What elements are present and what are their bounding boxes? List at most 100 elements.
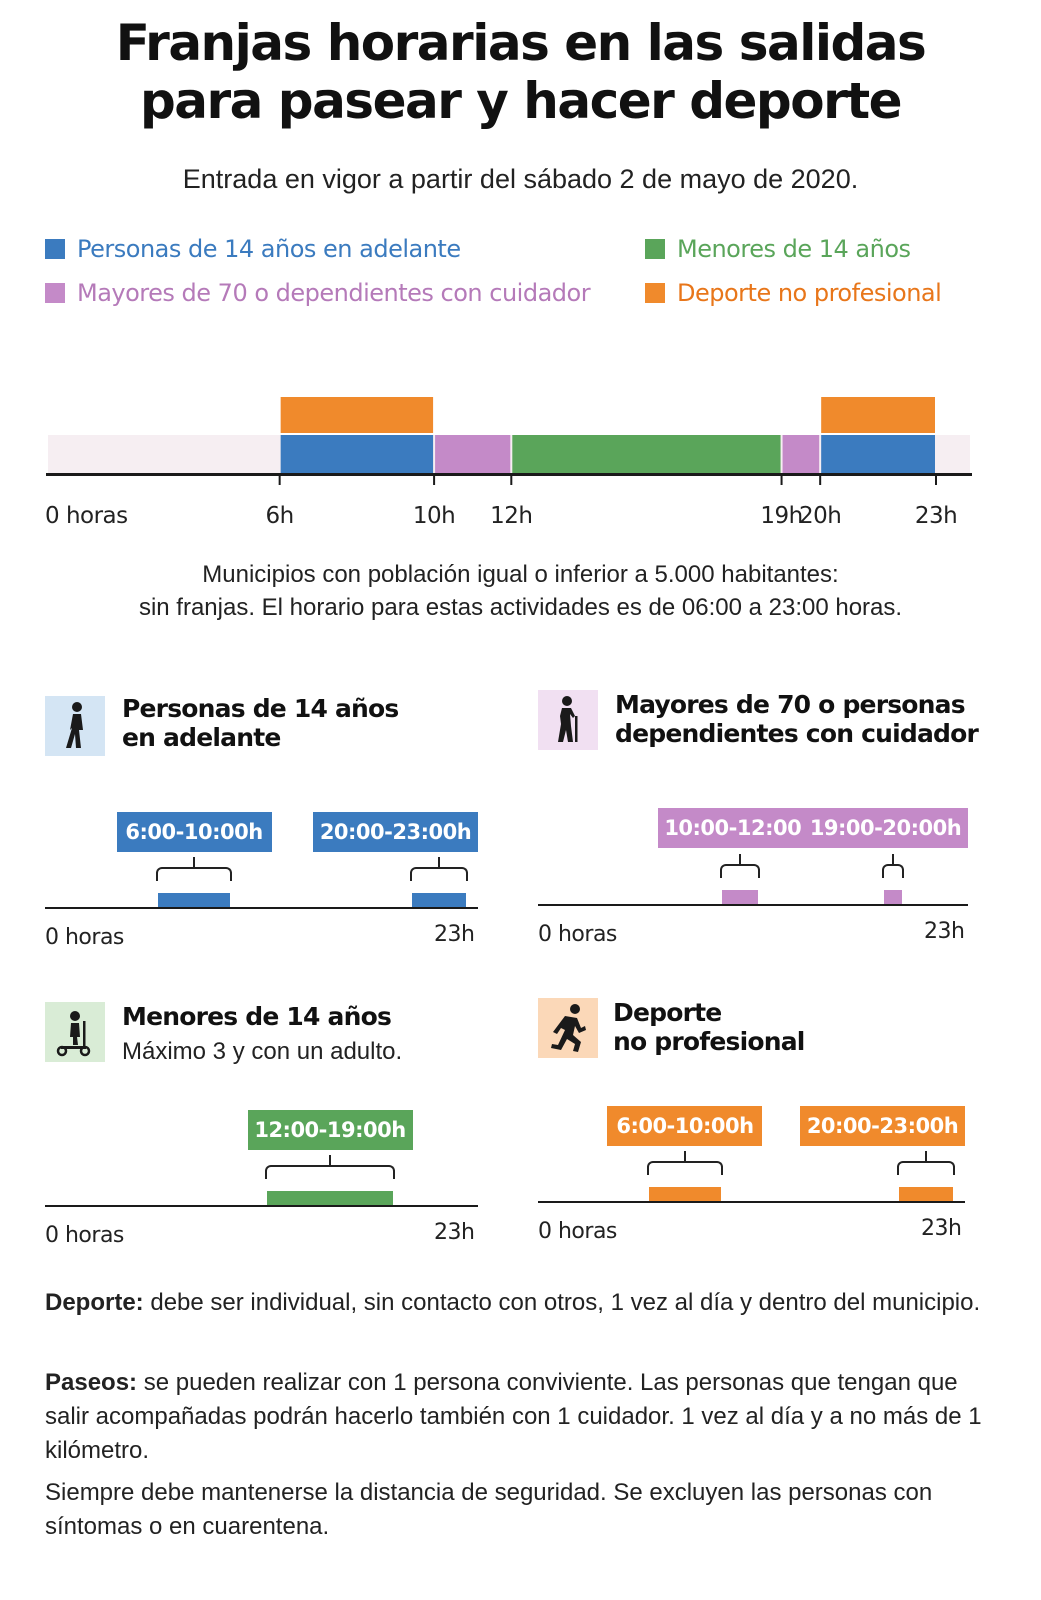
page-title: Franjas horarias en las salidas para pas…	[0, 14, 1041, 130]
timeline-bar-blue-1	[821, 435, 935, 473]
footer-paseos: Paseos: se pueden realizar con 1 persona…	[45, 1366, 985, 1468]
note-line-1: Municipios con población igual o inferio…	[202, 561, 839, 588]
interval-bracket-tick	[437, 857, 440, 867]
panel-title-sport-line-2: no profesional	[613, 1027, 805, 1056]
child-scooter-icon	[45, 1002, 105, 1062]
timeline-bar-blue-0	[280, 435, 434, 473]
time-badge: 6:00-10:00h	[607, 1106, 763, 1146]
interval-bracket	[264, 1165, 396, 1179]
legend-swatch-orange	[645, 283, 665, 303]
interval-bar	[649, 1187, 721, 1201]
panel-title-elderly: Mayores de 70 o personas dependientes co…	[615, 690, 979, 748]
timeline-axis	[46, 473, 972, 476]
legend-swatch-purple	[45, 283, 65, 303]
mini-axis-end-label: 23h	[921, 1216, 962, 1241]
timeline-tick-label-1: 6h	[266, 503, 294, 529]
interval-bracket-tick	[329, 1155, 332, 1165]
walking-person-icon	[45, 696, 105, 756]
mini-axis-end-label: 23h	[434, 1220, 475, 1245]
panel-title-adults-line-2: en adelante	[122, 723, 281, 752]
panel-title-elderly-line-2: dependientes con cuidador	[615, 719, 979, 748]
municipios-note: Municipios con población igual o inferio…	[0, 558, 1041, 624]
interval-bar	[899, 1187, 953, 1201]
interval-bracket-tick	[683, 1151, 686, 1161]
mini-axis	[45, 907, 478, 909]
interval-bracket	[720, 864, 760, 878]
timeline-tick-2	[433, 475, 436, 485]
title-line-2: para pasear y hacer deporte	[139, 72, 903, 130]
legend-item-blue: Personas de 14 años en adelante	[45, 234, 461, 264]
mini-axis-start-label: 0 horas	[45, 925, 124, 950]
legend-item-orange: Deporte no profesional	[645, 278, 942, 308]
legend-label-blue: Personas de 14 años en adelante	[77, 235, 461, 263]
timeline-tick-label-3: 12h	[490, 503, 532, 529]
panel-title-adults-line-1: Personas de 14 años	[122, 694, 399, 723]
elderly-cane-icon	[538, 690, 598, 750]
legend-label-green: Menores de 14 años	[677, 235, 911, 263]
interval-bracket	[882, 864, 904, 878]
mini-axis-start-label: 0 horas	[45, 1223, 124, 1248]
interval-bracket	[155, 867, 233, 881]
footer-paseos-label: Paseos:	[45, 1369, 138, 1396]
timeline-tick-5	[819, 475, 822, 485]
timeline-tick-6	[935, 475, 937, 485]
panel-title-children: Menores de 14 años	[122, 1002, 392, 1031]
interval-bracket	[897, 1161, 955, 1175]
interval-bracket-tick	[892, 854, 894, 864]
interval-bar	[411, 893, 466, 907]
footer-safety: Siempre debe mantenerse la distancia de …	[45, 1479, 933, 1540]
time-badge: 6:00-10:00h	[116, 812, 272, 852]
mini-axis	[538, 904, 968, 906]
interval-bar	[266, 1191, 394, 1205]
legend-swatch-green	[645, 239, 665, 259]
timeline-tick-label-6: 23h	[915, 503, 957, 529]
interval-bracket	[647, 1161, 723, 1175]
panel-title-adults: Personas de 14 años en adelante	[122, 694, 399, 752]
timeline-tick-1	[278, 475, 281, 485]
mini-axis-end-label: 23h	[924, 919, 965, 944]
mini-axis	[45, 1205, 478, 1207]
interval-bracket-tick	[739, 854, 741, 864]
page-subtitle: Entrada en vigor a partir del sábado 2 d…	[182, 164, 859, 194]
legend-swatch-blue	[45, 239, 65, 259]
interval-bar	[884, 890, 902, 904]
legend-item-purple: Mayores de 70 o dependientes con cuidado…	[45, 278, 591, 308]
mini-axis	[538, 1201, 965, 1203]
panel-title-sport-line-1: Deporte	[613, 998, 722, 1027]
timeline-tick-label-0: 0 horas	[45, 503, 128, 529]
interval-bracket-tick	[193, 857, 196, 867]
note-line-2: sin franjas. El horario para estas activ…	[138, 594, 903, 621]
timeline-bar-purple-1	[782, 435, 820, 473]
legend-item-green: Menores de 14 años	[645, 234, 911, 264]
timeline-tick-label-4: 19h	[760, 503, 802, 529]
interval-bar	[157, 893, 231, 907]
timeline-bar-purple-0	[435, 435, 511, 473]
footer-deporte: Deporte: debe ser individual, sin contac…	[45, 1286, 985, 1320]
timeline-tick-label-2: 10h	[413, 503, 455, 529]
time-badge: 12:00-19:00h	[247, 1110, 413, 1150]
runner-icon	[538, 998, 598, 1058]
panel-title-elderly-line-1: Mayores de 70 o personas	[615, 690, 966, 719]
footer-paseos-text: se pueden realizar con 1 persona convivi…	[45, 1369, 982, 1464]
footer-deporte-label: Deporte:	[45, 1289, 144, 1316]
interval-bracket-tick	[925, 1151, 928, 1161]
legend-label-purple: Mayores de 70 o dependientes con cuidado…	[77, 279, 591, 307]
timeline-tick-4	[780, 475, 783, 485]
time-badge: 20:00-23:00h	[800, 1106, 965, 1146]
panel-subtitle-children: Máximo 3 y con un adulto.	[122, 1038, 403, 1065]
timeline-bar-green-0	[512, 435, 781, 473]
timeline-tick-3	[510, 475, 513, 485]
panel-title-sport: Deporte no profesional	[613, 998, 805, 1056]
interval-bar	[722, 890, 758, 904]
interval-bracket	[409, 867, 468, 881]
mini-axis-end-label: 23h	[434, 922, 475, 947]
title-line-1: Franjas horarias en las salidas	[115, 14, 927, 72]
time-badge: 10:00-12:00h	[657, 808, 823, 848]
time-badge: 20:00-23:00h	[313, 812, 478, 852]
time-badge: 19:00-20:00h	[803, 808, 968, 848]
legend-label-orange: Deporte no profesional	[677, 279, 942, 307]
mini-axis-start-label: 0 horas	[538, 922, 617, 947]
mini-axis-start-label: 0 horas	[538, 1219, 617, 1244]
footer-deporte-text: debe ser individual, sin contacto con ot…	[143, 1289, 981, 1316]
